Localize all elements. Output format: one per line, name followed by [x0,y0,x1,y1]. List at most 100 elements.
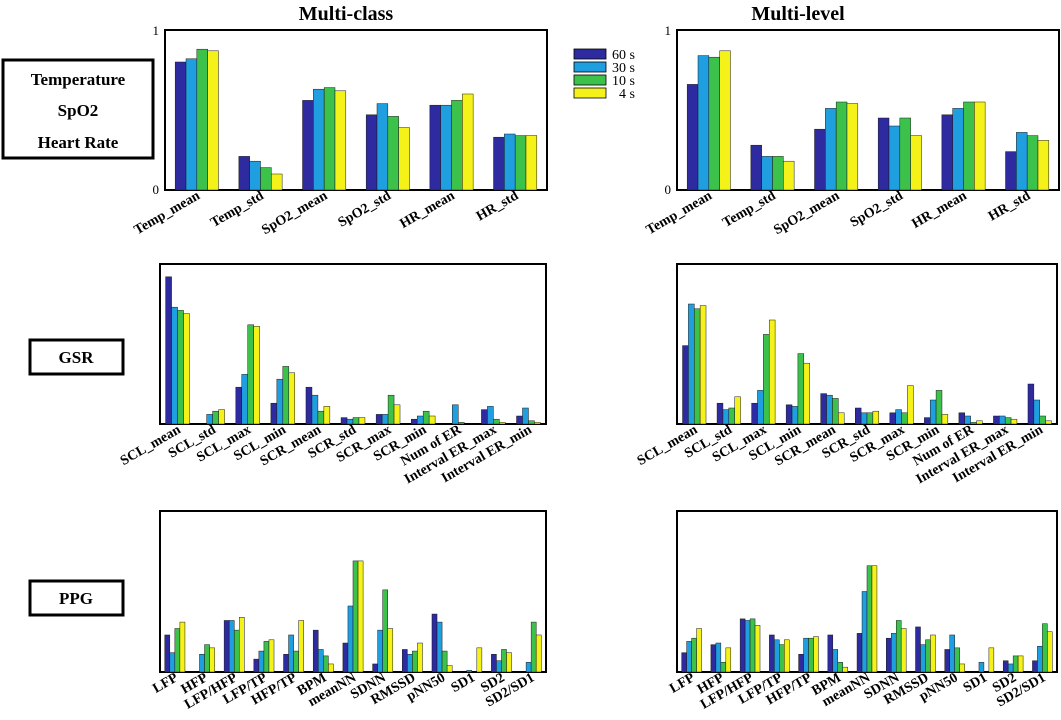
bar-num-of-er-10s [458,422,465,425]
bar-scr-max-60s [375,414,383,425]
bar-interval-er-min-30s [1033,399,1040,425]
bar-sd2-sd1-4s [535,634,542,673]
bar-hr-mean-60s [429,104,441,191]
bar-temp-std-60s [238,156,250,191]
bar-sd1-4s [988,647,995,673]
bar-interval-er-max-10s [493,418,500,425]
bar-rmssd-4s [417,642,423,673]
bar-sd1-4s [476,647,483,673]
bar-bpm-4s [328,663,334,673]
bar-bpm-60s [312,629,319,673]
bar-sd2-4s [506,652,512,673]
bar-scr-mean-30s [311,394,319,425]
bar-lfp-4s [696,628,702,673]
bar-meannn-4s [871,565,878,673]
bar-scl-min-4s [803,362,810,425]
row-label-gsr-box [28,338,125,376]
bar-hr-std-4s [1037,140,1050,191]
bar-scr-mean-10s [832,398,839,425]
bar-scl-mean-60s [165,276,172,425]
y-tick-1: 1 [665,23,672,38]
bar-pnn50-60s [944,649,950,673]
legend-label-30s: 30 s [612,61,635,76]
bar-interval-er-min-4s [534,422,541,425]
bar-scl-min-10s [282,366,290,425]
bar-lfp-10s [174,628,181,673]
bar-spo2-std-30s [888,125,901,191]
bar-lfp-hfp-4s [239,617,245,673]
bar-sd2-sd1-60s [1032,660,1038,673]
bar-sd1-30s [978,662,985,673]
x-tick-label: LFP [667,670,698,696]
bar-sd2-sd1-30s [1037,645,1043,673]
bar-scr-min-10s [422,410,430,425]
bar-sdnn-4s [387,628,394,673]
bar-lfp-hfp-10s [233,629,240,673]
x-tick-label: HR_std [474,188,521,224]
bar-scl-mean-4s [699,305,707,425]
legend-swatch-30s [573,61,607,73]
bar-scr-max-4s [907,385,914,425]
row-label-vitals: Temperature SpO2 Heart Rate [1,58,155,160]
bar-scr-std-60s [340,417,348,425]
plot-frame [676,263,1058,425]
bar-pnn50-10s [954,647,960,673]
legend-swatch-10s [573,74,607,86]
bar-hfp-tp-4s [298,620,304,673]
column-title-multi-level: Multi-level [751,3,845,25]
bar-sd2-60s [1002,660,1009,673]
bar-sdnn-60s [372,663,378,673]
bar-spo2-std-60s [877,117,890,191]
bar-scl-min-10s [797,353,805,425]
bar-spo2-mean-30s [825,108,837,191]
bar-meannn-10s [866,565,873,673]
bar-hfp-30s [199,654,205,673]
bar-temp-std-4s [271,173,283,191]
bar-temp-mean-4s [207,50,219,191]
bar-temp-mean-4s [719,50,731,191]
bar-scr-max-10s [387,394,395,425]
x-tick-label: SD1 [961,670,990,695]
bar-lfp-hfp-30s [744,620,751,673]
bar-scl-mean-30s [688,303,695,425]
bar-scr-min-4s [941,414,949,425]
legend-label-4s: 4 s [619,87,635,102]
bar-hr-mean-10s [963,101,975,191]
bar-meannn-30s [861,591,868,673]
bar-meannn-60s [856,633,863,673]
bar-scl-max-10s [763,334,770,425]
bar-pnn50-4s [959,663,965,673]
plot-frame [676,29,1060,191]
row-label-ppg-text: PPG [59,589,93,608]
bar-scr-max-60s [889,412,896,425]
bar-scr-mean-60s [305,386,313,425]
bar-temp-mean-60s [174,61,187,191]
bar-scr-mean-4s [323,406,331,425]
legend-swatch-60s [573,48,607,60]
bar-scr-mean-60s [820,393,827,425]
bar-spo2-mean-60s [814,128,826,191]
bar-temp-std-10s [772,156,784,191]
bar-scr-std-4s [872,410,879,425]
bar-temp-mean-10s [708,56,720,191]
bar-spo2-mean-30s [313,88,325,191]
bar-scr-min-10s [935,390,943,425]
bar-lfp-tp-4s [784,639,790,673]
row-label-vitals-box [1,58,155,160]
bar-hfp-30s [715,642,722,673]
bar-scr-min-60s [924,417,931,425]
bar-rmssd-30s [407,654,413,673]
bar-temp-mean-30s [697,55,710,191]
bar-lfp-hfp-60s [739,618,746,673]
bar-interval-er-max-60s [993,415,1000,425]
bar-spo2-std-10s [899,117,911,191]
bar-hfp-10s [204,644,210,673]
bar-hr-std-10s [1026,135,1039,191]
x-tick-label: SD1 [449,670,478,695]
bar-temp-mean-30s [185,58,198,191]
bar-scr-min-60s [411,418,418,425]
bar-temp-std-60s [750,144,762,191]
bar-sd2-sd1-10s [530,621,537,673]
y-tick-0: 0 [153,182,160,197]
